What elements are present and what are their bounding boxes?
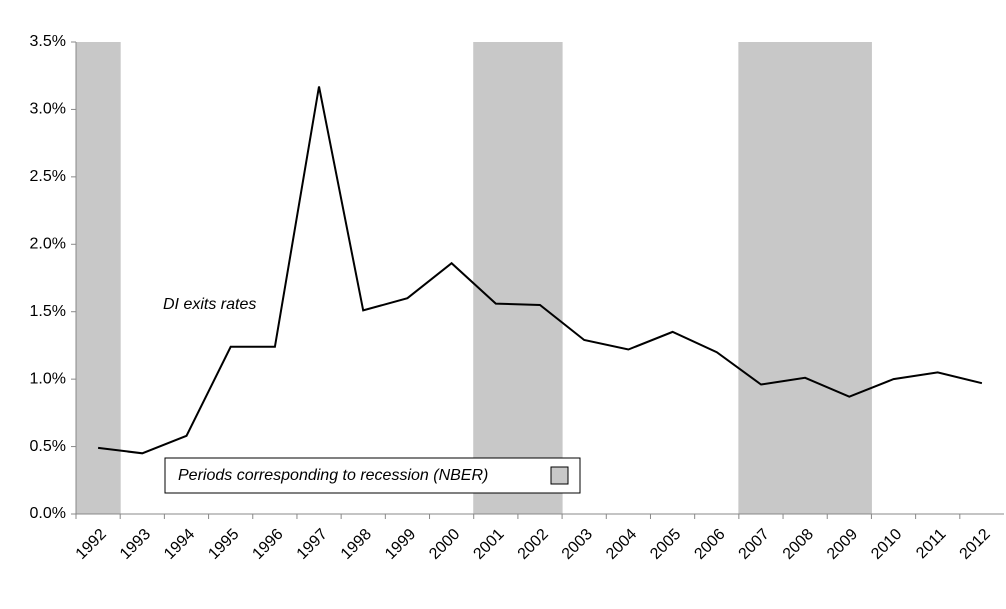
x-tick-label: 2011: [913, 526, 949, 562]
y-tick-label: 0.0%: [30, 505, 66, 522]
y-tick-label: 3.0%: [30, 101, 66, 118]
x-tick-label: 1993: [117, 526, 154, 563]
x-tick-label: 1992: [73, 526, 110, 563]
recession-band: [738, 42, 784, 514]
line-series: [97, 86, 983, 455]
x-tick-label: 2002: [515, 526, 552, 563]
legend-box: [164, 457, 581, 494]
x-tick-label: 1997: [294, 526, 331, 563]
x-tick-label: 2004: [603, 526, 640, 563]
recession-band: [517, 42, 563, 514]
x-tick-label: 1995: [205, 526, 242, 563]
legend-label: Periods corresponding to recession (NBER…: [178, 467, 488, 484]
y-tick-label: 2.0%: [30, 236, 66, 253]
recession-band: [826, 42, 872, 514]
x-tick-label: 2005: [647, 526, 684, 563]
recession-band: [782, 42, 828, 514]
y-tick-label: 1.5%: [30, 303, 66, 320]
recession-band: [473, 42, 519, 514]
x-tick-label: 2012: [957, 526, 994, 563]
x-tick-label: 2001: [470, 526, 507, 563]
y-tick-label: 0.5%: [30, 438, 66, 455]
x-tick-label: 2009: [824, 526, 861, 563]
x-tick-label: 2010: [868, 526, 905, 563]
x-tick-label: 2000: [426, 526, 463, 563]
recession-band: [75, 42, 121, 514]
x-tick-label: 1998: [338, 526, 375, 563]
legend-swatch: [550, 466, 569, 485]
x-tick-label: 2003: [559, 526, 596, 563]
y-tick-label: 1.0%: [30, 370, 66, 387]
annotation: DI exits rates: [163, 296, 256, 313]
x-tick-label: 2007: [736, 526, 773, 563]
x-tick-label: 1999: [382, 526, 419, 563]
x-tick-label: 1994: [161, 526, 198, 563]
y-tick-label: 3.5%: [30, 33, 66, 50]
x-tick-label: 1996: [249, 526, 286, 563]
x-tick-label: 2008: [780, 526, 817, 563]
y-tick-label: 2.5%: [30, 168, 66, 185]
x-tick-label: 2006: [691, 526, 728, 563]
